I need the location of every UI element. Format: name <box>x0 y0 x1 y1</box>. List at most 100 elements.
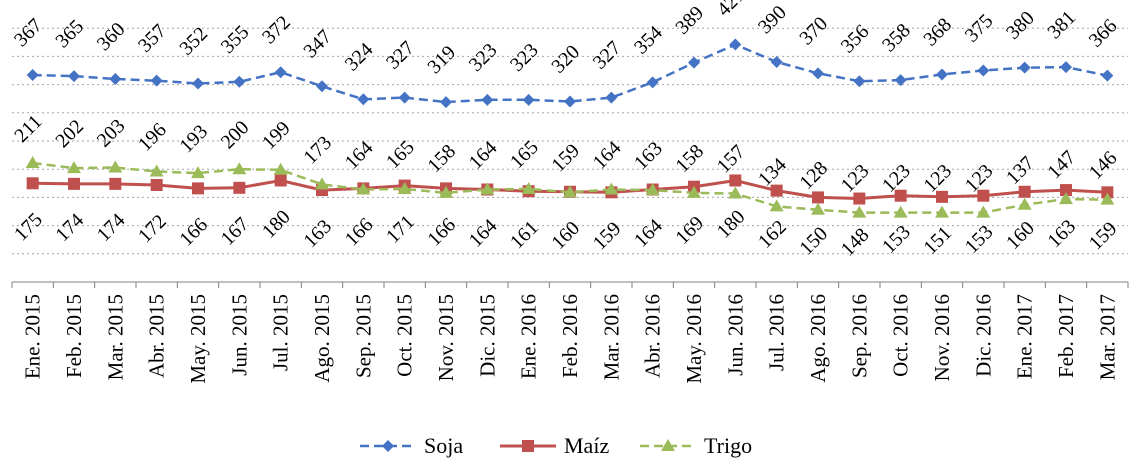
data-label: 367 <box>10 14 47 51</box>
data-label: 166 <box>423 214 460 251</box>
data-label: 323 <box>465 39 502 76</box>
data-label: 159 <box>547 140 584 177</box>
data-point <box>25 155 40 168</box>
data-point <box>357 93 370 106</box>
data-label: 324 <box>341 39 378 76</box>
data-point <box>1059 192 1073 205</box>
data-point <box>976 205 991 218</box>
data-point <box>274 66 287 79</box>
x-tick-label: Feb. 2015 <box>62 294 86 378</box>
x-tick-label: Jul. 2015 <box>269 294 293 371</box>
data-label: 148 <box>837 224 874 261</box>
data-point <box>564 95 576 108</box>
data-label: 164 <box>630 215 667 252</box>
series-2 <box>25 155 1115 218</box>
data-label: 167 <box>217 213 254 250</box>
data-label: 165 <box>382 136 419 173</box>
legend-item: Trigo <box>640 433 752 458</box>
data-point <box>192 77 204 90</box>
data-label: 128 <box>795 157 832 194</box>
data-label: 375 <box>961 10 998 47</box>
data-label: 347 <box>299 26 336 63</box>
x-tick-label: Sep. 2016 <box>847 294 871 378</box>
data-point <box>770 184 783 197</box>
x-tick-label: May. 2016 <box>682 294 706 384</box>
data-point <box>1060 184 1072 197</box>
data-point <box>645 183 660 196</box>
data-point <box>316 80 328 93</box>
data-point <box>852 205 867 218</box>
x-tick-label: Nov. 2015 <box>434 294 458 381</box>
data-point <box>522 93 535 106</box>
data-label: 161 <box>506 217 543 254</box>
x-tick-label: Ene. 2015 <box>21 294 45 379</box>
data-point <box>604 182 619 195</box>
x-tick-label: Mar. 2015 <box>103 294 127 380</box>
data-label: 163 <box>1043 215 1080 252</box>
data-label: 166 <box>341 214 378 251</box>
data-point <box>149 164 164 177</box>
data-label: 173 <box>299 132 336 169</box>
data-point <box>1018 61 1031 74</box>
data-label: 157 <box>713 141 750 178</box>
data-label: 169 <box>671 212 708 249</box>
x-tick-label: Mar. 2017 <box>1095 294 1119 380</box>
data-label: 319 <box>423 41 460 78</box>
data-point <box>192 182 204 195</box>
x-tick-label: Dic. 2016 <box>971 294 995 377</box>
data-point <box>935 205 949 218</box>
data-label: 172 <box>134 210 171 247</box>
data-label: 163 <box>299 215 336 252</box>
data-label: 180 <box>713 206 750 243</box>
data-label: 327 <box>589 37 626 74</box>
data-point <box>521 181 536 194</box>
x-tick-label: Nov. 2016 <box>930 294 954 381</box>
x-tick-label: Jul. 2016 <box>765 294 789 371</box>
series-0 <box>26 38 1114 109</box>
data-point <box>729 38 742 51</box>
x-tick-label: Ene. 2016 <box>517 294 541 379</box>
data-point <box>68 177 80 190</box>
series-line <box>32 161 1108 214</box>
data-point <box>356 182 371 195</box>
data-label: 164 <box>589 137 626 174</box>
data-label: 390 <box>754 1 791 38</box>
data-label: 211 <box>10 111 46 147</box>
data-point <box>398 91 411 104</box>
data-point <box>770 56 783 69</box>
data-label: 171 <box>382 211 419 248</box>
data-point <box>646 76 659 89</box>
data-label: 150 <box>795 223 832 260</box>
data-point <box>563 185 577 198</box>
legend-item: Soja <box>360 433 463 458</box>
x-tick-label: Ago. 2015 <box>310 294 334 383</box>
data-point <box>977 189 990 202</box>
data-label: 203 <box>93 115 130 152</box>
data-label: 193 <box>175 121 212 158</box>
data-label: 159 <box>589 218 626 255</box>
data-point <box>812 67 824 80</box>
data-point <box>853 192 866 205</box>
data-point <box>67 161 81 174</box>
data-point <box>68 70 80 83</box>
data-point <box>812 191 824 204</box>
data-label: 123 <box>878 160 915 197</box>
data-label: 165 <box>506 136 543 173</box>
legend-label: Soja <box>424 433 463 458</box>
x-axis: Ene. 2015 Feb. 2015 Mar. 2015 Abr. 2015 May.… <box>11 281 1129 384</box>
data-point <box>936 190 948 203</box>
data-label: 164 <box>465 215 502 252</box>
x-tick-label: Abr. 2015 <box>145 294 169 378</box>
data-point <box>315 177 329 190</box>
data-point <box>977 64 990 77</box>
data-point <box>191 166 205 179</box>
data-label: 174 <box>93 209 130 246</box>
data-label: 366 <box>1085 15 1122 52</box>
data-point <box>232 162 247 175</box>
data-label: 320 <box>547 41 584 78</box>
data-point <box>439 185 453 198</box>
data-point <box>480 182 495 195</box>
data-label: 123 <box>919 160 956 197</box>
